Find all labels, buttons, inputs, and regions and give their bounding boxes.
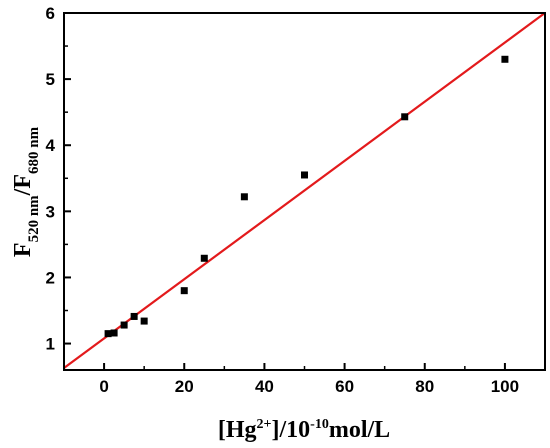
x-tick-label: 0 xyxy=(99,377,108,396)
data-points-layer xyxy=(104,55,509,338)
x-tick-label: 100 xyxy=(491,377,519,396)
y-tick-label: 3 xyxy=(46,202,55,221)
data-point xyxy=(104,330,112,338)
linear-fit-line xyxy=(64,13,545,369)
x-tick-label: 60 xyxy=(335,377,354,396)
data-point xyxy=(180,287,188,295)
data-point xyxy=(301,171,308,179)
x-tick-label: 40 xyxy=(255,377,274,396)
data-point xyxy=(501,55,509,63)
y-tick-label: 5 xyxy=(46,70,55,89)
y-tick-label: 4 xyxy=(46,136,56,155)
x-tick-label: 80 xyxy=(415,377,434,396)
axis-ticks-layer: 0 20 40 60 80 100 1 2 3 4 5 6 xyxy=(46,4,520,396)
x-tick-label: 20 xyxy=(175,377,194,396)
data-point xyxy=(110,329,118,337)
data-point xyxy=(130,312,138,320)
y-tick-label: 1 xyxy=(46,335,55,354)
data-point xyxy=(120,321,128,329)
fit-line-layer xyxy=(64,13,545,369)
data-point xyxy=(240,193,248,201)
data-point xyxy=(401,113,409,121)
data-point xyxy=(140,317,148,325)
data-point xyxy=(200,254,208,262)
y-tick-label: 6 xyxy=(46,4,55,23)
x-axis-title: [Hg2+]/10-10mol/L xyxy=(218,417,390,443)
y-tick-label: 2 xyxy=(46,268,55,287)
y-axis-title: F520 nm/F680 nm xyxy=(10,126,42,257)
